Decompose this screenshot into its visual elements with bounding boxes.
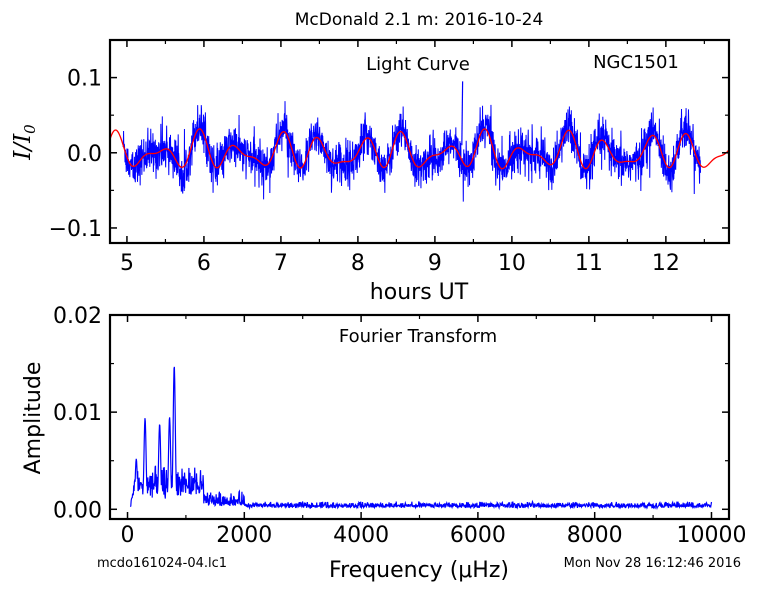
fourier-title: Fourier Transform: [339, 326, 497, 347]
light-curve-xtick-label: 7: [274, 251, 288, 276]
fourier-xtick-label: 8000: [567, 523, 623, 548]
light-curve-ytick-label: 0.1: [67, 67, 102, 92]
light-curve-ytick-label: −0.1: [49, 217, 102, 242]
fourier-amplitude-line: [129, 366, 713, 511]
light-curve-xtick-label: 12: [652, 251, 680, 276]
light-curve-peak-spike: [461, 81, 464, 146]
light-curve-xtick-label: 9: [428, 251, 442, 276]
light-curve-xlabel: hours UT: [370, 280, 469, 305]
fourier-ticks: 0 2000 4000 6000 8000 10000 0.00 0.01 0.02: [53, 304, 746, 548]
fourier-ylabel: Amplitude: [21, 362, 46, 475]
fourier-panel: 0 2000 4000 6000 8000 10000 0.00 0.01 0.02 Fouri…: [21, 304, 746, 583]
svg-text:I/I0: I/I0: [10, 124, 39, 161]
footer-filename: mcdo161024-04.lc1: [97, 556, 227, 571]
fourier-xtick-label: 6000: [450, 523, 506, 548]
footer-timestamp: Mon Nov 28 16:12:46 2016: [564, 556, 741, 571]
fourier-xtick-label: 10000: [676, 523, 746, 548]
fourier-xlabel: Frequency (μHz): [329, 558, 509, 583]
light-curve-xtick-label: 8: [351, 251, 365, 276]
light-curve-model-line: [110, 128, 729, 170]
fourier-ylabel-group: Amplitude: [21, 362, 46, 475]
fourier-xtick-label: 0: [121, 523, 135, 548]
light-curve-xtick-label: 10: [498, 251, 526, 276]
light-curve-ticks: 5 6 7 8 9 10 11 12 −0.1 0.0 0.1: [49, 40, 729, 276]
fourier-series: [129, 366, 713, 511]
light-curve-panel: 5 6 7 8 9 10 11 12 −0.1 0.0 0.1 Light Curve NGC150…: [10, 38, 731, 305]
fourier-xtick-label: 4000: [333, 523, 389, 548]
light-curve-ytick-label: 0.0: [67, 142, 102, 167]
light-curve-xtick-label: 5: [120, 251, 134, 276]
fourier-xtick-label: 2000: [216, 523, 272, 548]
light-curve-xtick-label: 6: [197, 251, 211, 276]
fourier-ytick-label: 0.02: [53, 304, 102, 329]
figure-title: McDonald 2.1 m: 2016-10-24: [295, 10, 544, 30]
light-curve-data-line: [122, 101, 702, 202]
fourier-ytick-label: 0.00: [53, 498, 102, 523]
light-curve-object-label: NGC1501: [593, 52, 679, 73]
fourier-ytick-label: 0.01: [53, 401, 102, 426]
light-curve-title: Light Curve: [366, 54, 470, 75]
light-curve-axes-frame: [108, 38, 731, 245]
light-curve-series: [110, 81, 729, 202]
light-curve-xtick-label: 11: [575, 251, 603, 276]
light-curve-ylabel: I/I0: [10, 124, 39, 161]
